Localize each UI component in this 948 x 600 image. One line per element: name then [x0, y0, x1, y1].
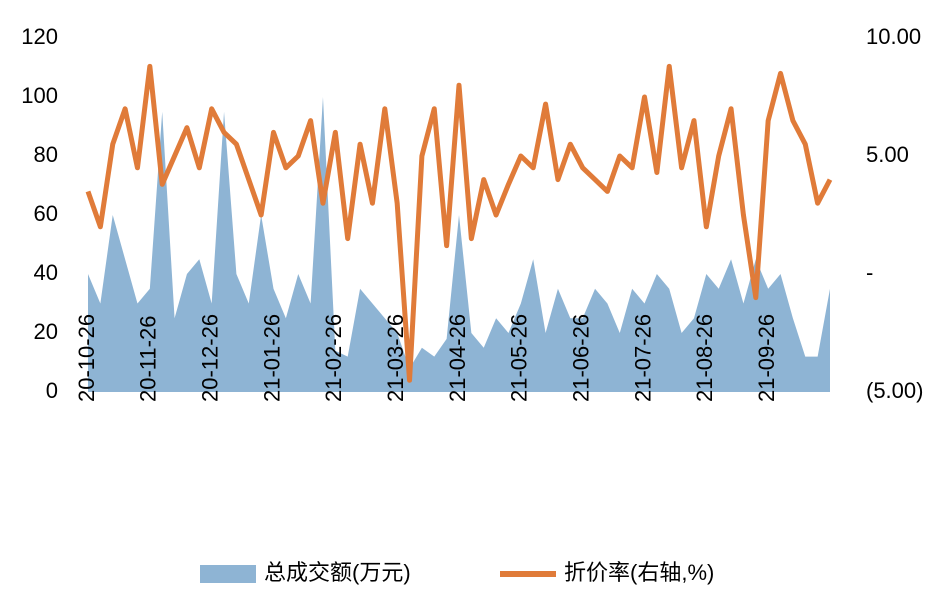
x-tick-label: 21-04-26 [445, 314, 470, 402]
y-tick-label: 40 [34, 260, 58, 285]
x-tick-label: 21-09-26 [754, 314, 779, 402]
x-tick-label: 21-08-26 [692, 314, 717, 402]
x-tick-label: 21-07-26 [630, 314, 655, 402]
y2-tick-label: 10.00 [866, 24, 921, 49]
line [85, 63, 833, 383]
legend-swatch [200, 565, 256, 583]
x-tick-label: 21-06-26 [568, 314, 593, 402]
y2-tick-label: (5.00) [866, 378, 923, 403]
area [88, 97, 830, 392]
x-tick-label: 20-11-26 [136, 316, 161, 402]
x-tick-label: 20-10-26 [74, 314, 99, 402]
x-tick-label: 21-02-26 [321, 314, 346, 402]
y-tick-label: 120 [21, 24, 58, 49]
y-tick-label: 20 [34, 319, 58, 344]
y-tick-label: 80 [34, 142, 58, 167]
y-tick-label: 100 [21, 83, 58, 108]
x-tick-label: 20-12-26 [197, 314, 222, 402]
y2-tick-label: 5.00 [866, 142, 909, 167]
x-tick-label: 21-01-26 [259, 314, 284, 402]
y-tick-label: 60 [34, 201, 58, 226]
legend-label: 总成交额(万元) [264, 560, 411, 585]
y-tick-label: 0 [46, 378, 58, 403]
x-tick-label: 21-03-26 [383, 314, 408, 402]
x-tick-label: 21-05-26 [507, 314, 532, 402]
legend-label: 折价率(右轴,%) [564, 560, 714, 585]
y2-tick-label: - [866, 260, 873, 285]
